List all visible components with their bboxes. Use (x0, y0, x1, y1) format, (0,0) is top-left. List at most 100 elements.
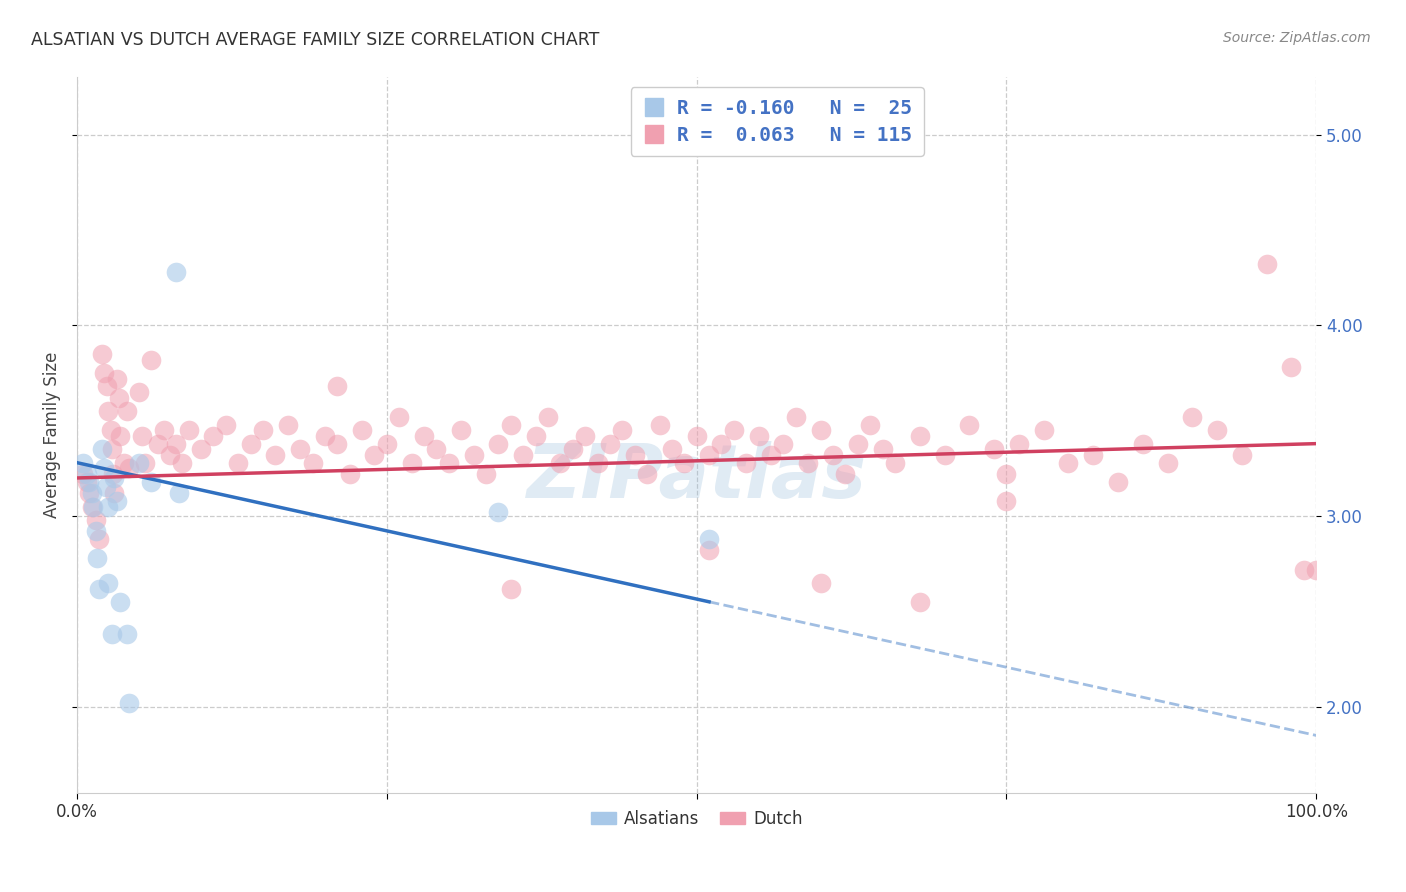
Point (79, 486, 101, 500)
Point (190, 442, 212, 457)
Point (1305, 562, 1327, 576)
Point (363, 448, 385, 462)
Point (80, 486, 103, 500)
Point (115, 404, 138, 418)
Point (101, 442, 124, 457)
Point (1206, 423, 1229, 437)
Point (1032, 423, 1054, 437)
Point (128, 456, 150, 470)
Point (388, 409, 411, 424)
Point (239, 436, 262, 450)
Point (101, 627, 124, 641)
Point (748, 429, 770, 443)
Point (93, 461, 115, 475)
Point (90, 347, 112, 361)
Point (908, 429, 931, 443)
Point (1156, 456, 1178, 470)
Point (772, 436, 794, 450)
Point (86, 551, 108, 566)
Point (1107, 475, 1129, 489)
Point (834, 467, 856, 482)
Point (146, 436, 169, 450)
Point (1230, 448, 1253, 462)
Point (499, 582, 522, 596)
Point (995, 493, 1018, 508)
Point (141, 475, 163, 489)
Point (1057, 456, 1080, 470)
Point (697, 543, 720, 558)
Point (76, 467, 98, 482)
Point (112, 456, 135, 470)
Point (314, 429, 336, 443)
Point (401, 456, 423, 470)
Point (710, 436, 733, 450)
Point (586, 456, 609, 470)
Point (97, 500, 120, 514)
Text: ALSATIAN VS DUTCH AVERAGE FAMILY SIZE CORRELATION CHART: ALSATIAN VS DUTCH AVERAGE FAMILY SIZE CO… (31, 31, 599, 49)
Point (226, 456, 249, 470)
Point (76, 475, 98, 489)
Point (101, 467, 124, 482)
Point (983, 442, 1005, 457)
Point (673, 456, 696, 470)
Point (810, 575, 832, 590)
Point (413, 429, 436, 443)
Point (437, 456, 460, 470)
Point (475, 467, 498, 482)
Point (561, 442, 583, 457)
Point (636, 467, 658, 482)
Point (1281, 360, 1303, 375)
Point (97, 575, 120, 590)
Point (686, 429, 709, 443)
Point (115, 627, 138, 641)
Point (128, 385, 150, 400)
Point (648, 417, 671, 432)
Y-axis label: Average Family Size: Average Family Size (44, 351, 60, 518)
Point (153, 423, 176, 437)
Point (110, 429, 132, 443)
Point (84, 524, 107, 539)
Point (821, 448, 844, 462)
Point (1256, 257, 1278, 271)
Point (550, 456, 572, 470)
Text: Source: ZipAtlas.com: Source: ZipAtlas.com (1223, 31, 1371, 45)
Point (1181, 409, 1204, 424)
Point (375, 436, 398, 450)
Point (131, 429, 153, 443)
Point (934, 448, 956, 462)
Point (105, 372, 128, 386)
Point (110, 595, 132, 609)
Point (103, 471, 125, 485)
Point (995, 467, 1018, 482)
Point (326, 379, 349, 393)
Point (84, 513, 107, 527)
Point (1292, 562, 1315, 576)
Point (463, 448, 485, 462)
Point (512, 448, 534, 462)
Point (94, 481, 117, 495)
Point (574, 429, 596, 443)
Point (89, 532, 111, 546)
Point (72, 456, 94, 470)
Point (165, 436, 187, 450)
Point (846, 436, 869, 450)
Point (301, 456, 323, 470)
Point (118, 461, 141, 475)
Point (884, 456, 907, 470)
Point (797, 456, 820, 470)
Point (159, 448, 181, 462)
Point (82, 500, 104, 514)
Point (288, 442, 311, 457)
Point (723, 423, 745, 437)
Point (177, 423, 200, 437)
Point (661, 442, 683, 457)
Point (326, 436, 349, 450)
Point (872, 442, 894, 457)
Point (108, 391, 131, 405)
Point (612, 423, 634, 437)
Point (118, 696, 141, 710)
Point (697, 532, 720, 546)
Point (537, 409, 560, 424)
Point (859, 417, 882, 432)
Point (908, 595, 931, 609)
